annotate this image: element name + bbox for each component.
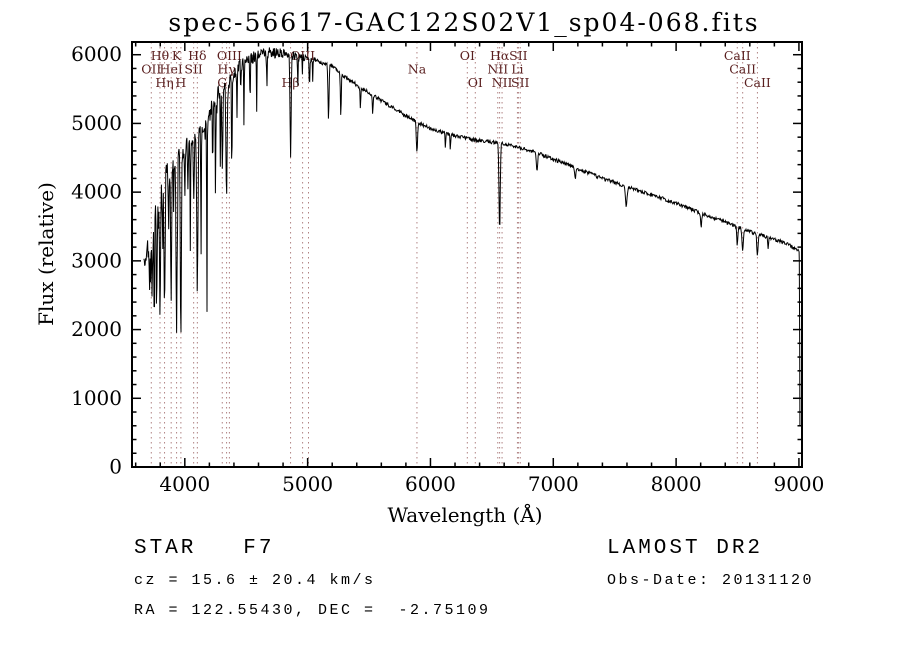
svg-text:2000: 2000 (71, 317, 122, 341)
svg-text:OII: OII (141, 62, 161, 77)
svg-text:K: K (172, 48, 182, 63)
svg-text:4000: 4000 (159, 472, 210, 496)
svg-text:OI: OI (468, 75, 483, 90)
svg-text:5000: 5000 (71, 111, 122, 135)
ra-dec-text: RA = 122.55430, DEC = -2.75109 (134, 602, 491, 619)
svg-text:Hδ: Hδ (188, 48, 206, 63)
svg-text:SII: SII (511, 75, 530, 90)
plot-frame (131, 41, 803, 468)
svg-text:4000: 4000 (71, 180, 122, 204)
svg-text:5000: 5000 (282, 472, 333, 496)
svg-text:Li: Li (511, 62, 523, 77)
svg-text:NII: NII (492, 75, 513, 90)
spectral-line-labels: OIIHθHηHeIKHSIIHδGHγOIIIHβOIIINaOIOINIIH… (141, 48, 771, 90)
svg-text:CaII: CaII (729, 62, 756, 77)
y-tick-labels: 0 1000 2000 3000 4000 5000 6000 (71, 42, 122, 478)
svg-text:OIII: OIII (217, 48, 242, 63)
svg-text:G: G (217, 75, 227, 90)
svg-text:Hα: Hα (490, 48, 510, 63)
svg-text:7000: 7000 (528, 472, 579, 496)
svg-text:Hβ: Hβ (281, 75, 299, 90)
svg-text:0: 0 (109, 455, 122, 479)
svg-text:Hη: Hη (155, 75, 173, 90)
svg-text:6000: 6000 (405, 472, 456, 496)
svg-text:NII: NII (487, 62, 508, 77)
y-axis-title: Flux (relative) (34, 182, 58, 326)
svg-text:Hθ: Hθ (151, 48, 169, 63)
axis-ticks (132, 42, 802, 468)
svg-text:9000: 9000 (773, 472, 824, 496)
svg-text:Hγ: Hγ (217, 62, 235, 77)
classification-text: STAR F7 (134, 537, 275, 560)
svg-text:CaII: CaII (744, 75, 771, 90)
obs-date-text: Obs-Date: 20131120 (607, 572, 815, 589)
svg-text:1000: 1000 (71, 386, 122, 410)
svg-text:OI: OI (460, 48, 475, 63)
radial-velocity-text: cz = 15.6 ± 20.4 km/s (134, 572, 376, 589)
x-axis-title: Wavelength (Å) (387, 503, 543, 527)
survey-release-text: LAMOST DR2 (607, 537, 764, 560)
spectral-line-markers (150, 42, 758, 467)
svg-text:SII: SII (184, 62, 203, 77)
svg-text:CaII: CaII (724, 48, 751, 63)
spectrum-line (143, 47, 801, 426)
svg-text:H: H (175, 75, 186, 90)
plot-title: spec-56617-GAC122S02V1_sp04-068.fits (168, 8, 760, 37)
svg-text:3000: 3000 (71, 248, 122, 272)
svg-text:HeI: HeI (160, 62, 183, 77)
svg-text:6000: 6000 (71, 42, 122, 66)
x-tick-labels: 4000 5000 6000 7000 8000 9000 (159, 472, 824, 496)
svg-text:SII: SII (509, 48, 528, 63)
svg-text:Na: Na (408, 62, 427, 77)
svg-text:8000: 8000 (651, 472, 702, 496)
